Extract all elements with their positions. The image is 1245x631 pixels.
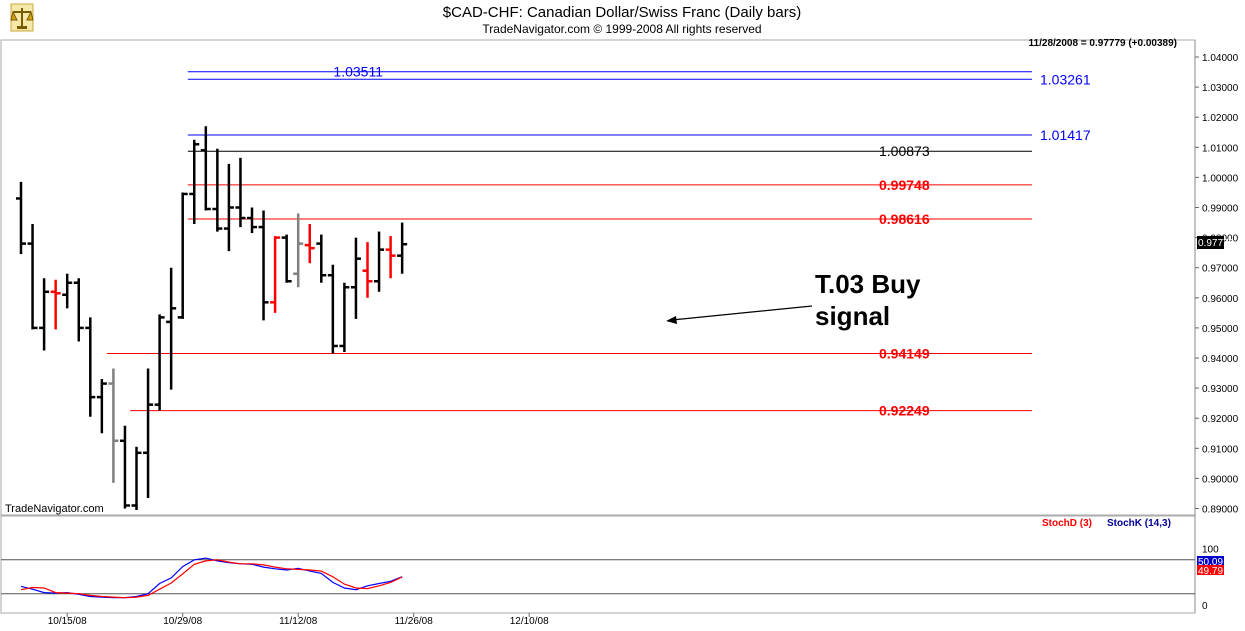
ohlc-bar [235,157,246,228]
annotation-arrow [666,305,813,324]
annotation-line-2: signal [815,301,890,331]
stochk-last-box [1197,556,1224,566]
ohlc-bar [304,224,315,264]
stochd-last-value: 49.79 [1198,566,1223,577]
ohlc-bar [200,126,211,211]
ohlc-bar [16,181,26,255]
ohlc-bar [143,368,154,498]
price-axis-tick-label: 0.97000 [1202,264,1239,275]
ohlc-bar [374,231,385,292]
ohlc-bar [50,279,61,330]
level-label-0.92249: 0.92249 [879,403,930,419]
ohlc-bar [258,210,269,321]
stoch-series-stochk [20,557,403,599]
price-axis-tick-label: 0.89000 [1202,505,1239,516]
ohlc-bar [85,317,96,417]
level-label-1.03511: 1.03511 [333,64,383,80]
level-label-0.98616: 0.98616 [879,211,930,227]
ohlc-bar [62,273,73,309]
stochk-last-value: 50.09 [1198,557,1223,568]
price-axis-tick-label: 0.95000 [1202,324,1239,335]
stoch-axis-tick-label: 100 [1202,545,1219,556]
stoch-axis-tick-label: 0 [1202,601,1208,612]
chart-title: $CAD-CHF: Canadian Dollar/Swiss Franc (D… [443,4,801,21]
ohlc-bar [397,222,408,274]
price-axis-tick-label: 1.03000 [1202,83,1239,94]
ohlc-bar [385,236,396,279]
ohlc-bar [362,242,373,298]
level-label-1.03261: 1.03261 [1040,71,1091,87]
level-label-0.99748: 0.99748 [879,177,930,193]
watermark: TradeNavigator.com [5,503,104,515]
stochastic-panel-frame [0,515,1196,614]
price-axis-tick-label: 0.92000 [1202,414,1239,425]
ohlc-bar [119,425,130,509]
price-axis-tick-label: 0.99000 [1202,204,1239,215]
date-axis-tick-label: 10/29/08 [163,616,202,627]
price-axis-tick-label: 0.94000 [1202,354,1239,365]
ohlc-bar [73,278,84,342]
stochd-last-box [1197,565,1224,575]
ohlc-bar [293,213,304,288]
ohlc-bar [96,379,107,434]
ohlc-bar [327,264,338,354]
ohlc-bar [316,234,327,283]
price-axis-tick-label: 1.00000 [1202,173,1239,184]
annotation-line-1: T.03 Buy [815,269,921,299]
ohlc-bar [247,207,257,234]
legend-stochk: StochK (14,3) [1107,518,1171,529]
ohlc-bar [270,236,281,313]
ohlc-bar [27,224,38,330]
price-axis-tick-label: 1.01000 [1202,143,1239,154]
date-axis-tick-label: 11/26/08 [395,616,434,627]
last-price-label: 0.97779 [1198,238,1235,249]
ohlc-bar [177,192,188,319]
price-axis-tick-label: 0.91000 [1202,444,1239,455]
ohlc-bar [154,314,165,411]
ohlc-bar [189,139,200,225]
ohlc-bar [166,267,177,390]
date-axis-tick-label: 10/15/08 [48,616,87,627]
price-panel-frame [0,39,1196,516]
ohlc-bar [350,237,361,319]
price-axis-tick-label: 0.96000 [1202,294,1239,305]
ohlc-bar [131,446,142,511]
price-axis-tick-label: 0.90000 [1202,474,1239,485]
legend-stochd: StochD (3) [1042,518,1092,529]
ohlc-bar [223,163,234,252]
chart-subtitle: TradeNavigator.com © 1999-2008 All right… [482,22,761,36]
date-axis-tick-label: 11/12/08 [279,616,318,627]
price-axis-tick-label: 1.02000 [1202,113,1239,124]
last-price-box [1197,236,1224,249]
ohlc-bar [212,148,223,232]
ohlc-bar [39,278,50,351]
quote-readout: 11/28/2008 = 0.97779 (+0.00389) [1029,38,1177,49]
scales-logo-icon [10,3,34,32]
level-label-0.94149: 0.94149 [879,345,930,361]
price-axis-tick-label: 0.93000 [1202,384,1239,395]
ohlc-bar [281,234,292,283]
ohlc-bar [339,282,350,352]
level-label-1.00873: 1.00873 [879,143,930,159]
date-axis-tick-label: 12/10/08 [510,616,549,627]
ohlc-bar [108,368,119,483]
price-axis-tick-label: 1.04000 [1202,53,1239,64]
stoch-series-stochd [20,559,403,599]
level-label-1.01417: 1.01417 [1040,127,1091,143]
